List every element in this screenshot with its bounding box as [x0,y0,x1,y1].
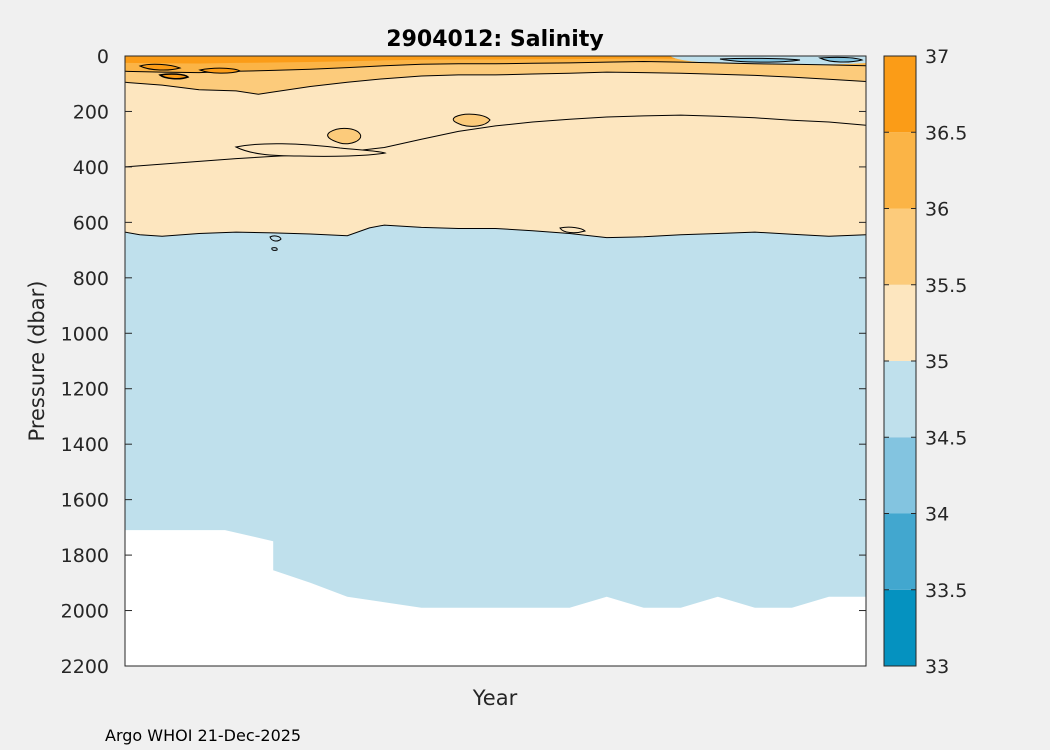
contour-line-36 [124,71,867,95]
contour-islands [138,56,864,251]
contour-island-8 [198,67,242,74]
x-axis-label: Year [472,686,518,710]
contour-island-11 [818,56,864,63]
y-tick-label: 400 [73,157,109,179]
footer-credit: Argo WHOI 21-Dec-2025 [105,726,301,745]
contour-line-35_5 [124,114,867,168]
contour-line-36_5 [124,60,867,74]
contour-island-2 [452,113,491,127]
axes-box [124,55,867,667]
contour-island-4 [269,235,282,242]
contour-island-5 [271,247,278,251]
y-tick-label: 1000 [61,323,109,345]
colorbar-tick-label: 36 [925,199,949,221]
colorbar-tick-label: 33.5 [925,580,967,602]
colorbar-tick-label: 35 [925,351,949,373]
contour-island-7 [138,63,182,71]
colorbar-bin [884,208,916,285]
contour-island-1 [327,127,362,145]
contour-lines [124,60,867,239]
y-axis: 0 200 400 600 800 1000 1200 1400 1600 1800 2000 220… [61,46,866,678]
colorbar-tick-label: 37 [925,46,949,68]
contour-island-3 [234,143,387,157]
colorbar-tick-label: 36.5 [925,122,967,144]
contour-island-10 [719,57,801,63]
y-tick-label: 800 [73,268,109,290]
colorbar-bin [884,284,916,361]
colorbar-bin [884,132,916,209]
colorbar: 33 33.5 34 34.5 35 35.5 36 36.5 37 [883,46,967,678]
y-axis-label: Pressure (dbar) [25,281,49,442]
no-data-region [125,530,866,666]
colorbar-tick-label: 34.5 [925,427,967,449]
colorbar-tick-label: 33 [925,656,949,678]
no-data-mask [125,530,866,666]
y-tick-label: 1400 [61,434,109,456]
y-tick-label: 2000 [61,601,109,623]
colorbar-bin [884,589,916,666]
chart-title: 2904012: Salinity [386,27,603,52]
contour-island-9 [158,73,190,80]
y-tick-label: 1800 [61,545,109,567]
y-tick-label: 0 [97,46,109,68]
colorbar-bin [884,513,916,590]
colorbar-tick-label: 34 [925,504,949,526]
colorbar-bin [884,56,916,133]
y-tick-label: 2200 [61,656,109,678]
y-tick-label: 600 [73,212,109,234]
colorbar-bin [884,437,916,514]
contour-island-6 [559,226,586,234]
contour-line-35 [124,224,867,239]
y-tick-label: 1600 [61,490,109,512]
colorbar-bin [884,361,916,438]
y-tick-label: 1200 [61,379,109,401]
y-tick-label: 200 [73,101,109,123]
colorbar-tick-label: 35.5 [925,275,967,297]
